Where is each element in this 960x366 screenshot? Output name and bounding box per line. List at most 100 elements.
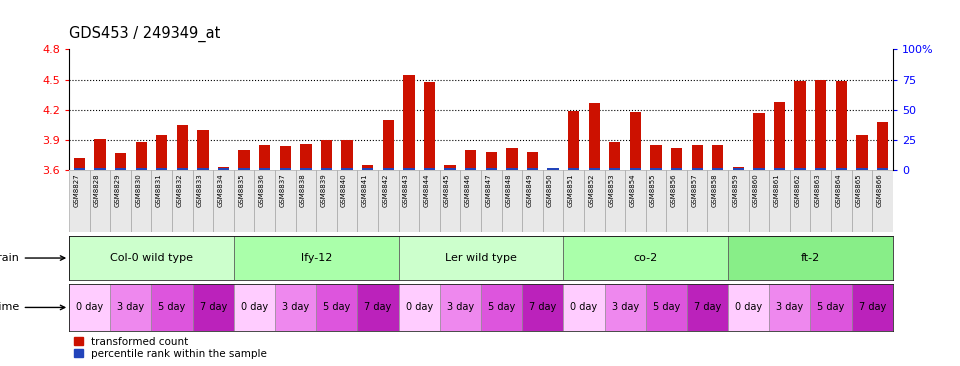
Bar bbox=[856, 168, 868, 170]
Text: co-2: co-2 bbox=[634, 253, 658, 263]
Bar bbox=[398, 236, 564, 280]
Bar bbox=[172, 170, 193, 232]
Bar bbox=[650, 145, 661, 170]
Bar bbox=[383, 120, 394, 170]
Text: 5 day: 5 day bbox=[653, 302, 680, 313]
Bar bbox=[547, 168, 559, 170]
Bar bbox=[321, 140, 332, 170]
Text: GSM8853: GSM8853 bbox=[609, 173, 614, 207]
Bar bbox=[486, 152, 497, 170]
Bar bbox=[831, 170, 852, 232]
Legend: transformed count, percentile rank within the sample: transformed count, percentile rank withi… bbox=[74, 337, 267, 359]
Bar bbox=[835, 168, 847, 170]
Bar bbox=[423, 168, 435, 170]
Bar bbox=[218, 168, 229, 170]
Text: 3 day: 3 day bbox=[612, 302, 638, 313]
Text: GSM8847: GSM8847 bbox=[485, 173, 492, 207]
Bar bbox=[732, 168, 744, 170]
Bar bbox=[110, 170, 131, 232]
Text: GSM8857: GSM8857 bbox=[691, 173, 697, 207]
Bar bbox=[610, 168, 620, 170]
Bar bbox=[856, 135, 868, 170]
Bar bbox=[259, 168, 271, 170]
Bar bbox=[876, 168, 888, 170]
Bar bbox=[728, 236, 893, 280]
Text: time: time bbox=[0, 302, 64, 313]
Bar bbox=[501, 170, 522, 232]
Bar bbox=[69, 236, 234, 280]
Text: GSM8850: GSM8850 bbox=[547, 173, 553, 207]
Text: 5 day: 5 day bbox=[324, 302, 350, 313]
Bar bbox=[465, 150, 476, 170]
Bar bbox=[646, 284, 687, 331]
Bar bbox=[238, 150, 250, 170]
Bar bbox=[383, 168, 394, 170]
Text: 5 day: 5 day bbox=[488, 302, 516, 313]
Bar bbox=[94, 139, 106, 170]
Bar bbox=[564, 236, 728, 280]
Text: GSM8859: GSM8859 bbox=[732, 173, 738, 207]
Text: GSM8860: GSM8860 bbox=[753, 173, 759, 207]
Bar bbox=[815, 168, 827, 170]
Bar bbox=[481, 170, 501, 232]
Bar bbox=[398, 170, 420, 232]
Bar bbox=[754, 113, 764, 170]
Bar bbox=[276, 284, 316, 331]
Text: 3 day: 3 day bbox=[117, 302, 144, 313]
Bar bbox=[522, 170, 542, 232]
Bar bbox=[259, 145, 271, 170]
Bar bbox=[795, 168, 805, 170]
Bar bbox=[873, 170, 893, 232]
Bar bbox=[234, 284, 276, 331]
Text: 7 day: 7 day bbox=[858, 302, 886, 313]
Bar bbox=[440, 170, 461, 232]
Bar bbox=[300, 144, 312, 170]
Text: GSM8840: GSM8840 bbox=[341, 173, 348, 207]
Bar bbox=[568, 168, 579, 170]
Bar bbox=[156, 135, 167, 170]
Bar bbox=[357, 170, 378, 232]
Bar bbox=[568, 111, 579, 170]
Bar bbox=[625, 170, 646, 232]
Bar bbox=[218, 167, 229, 170]
Bar bbox=[506, 168, 517, 170]
Text: lfy-12: lfy-12 bbox=[300, 253, 332, 263]
Text: GSM8864: GSM8864 bbox=[835, 173, 841, 207]
Bar bbox=[198, 168, 208, 170]
Text: GSM8839: GSM8839 bbox=[321, 173, 326, 207]
Bar bbox=[481, 284, 522, 331]
Bar bbox=[527, 152, 539, 170]
Bar bbox=[646, 170, 666, 232]
Bar bbox=[152, 284, 193, 331]
Bar bbox=[193, 170, 213, 232]
Bar bbox=[193, 284, 234, 331]
Text: 0 day: 0 day bbox=[406, 302, 433, 313]
Bar bbox=[564, 170, 584, 232]
Text: GSM8828: GSM8828 bbox=[94, 173, 100, 207]
Text: GSM8838: GSM8838 bbox=[300, 173, 306, 207]
Text: GSM8832: GSM8832 bbox=[177, 173, 182, 207]
Bar bbox=[135, 142, 147, 170]
Text: 7 day: 7 day bbox=[694, 302, 721, 313]
Bar bbox=[254, 170, 276, 232]
Bar bbox=[135, 168, 147, 170]
Bar bbox=[666, 170, 687, 232]
Text: GSM8827: GSM8827 bbox=[73, 173, 80, 207]
Bar bbox=[321, 168, 332, 170]
Bar bbox=[522, 284, 564, 331]
Text: 3 day: 3 day bbox=[777, 302, 804, 313]
Bar bbox=[461, 170, 481, 232]
Text: GSM8842: GSM8842 bbox=[382, 173, 388, 207]
Text: strain: strain bbox=[0, 253, 64, 263]
Bar bbox=[357, 284, 398, 331]
Bar bbox=[337, 170, 357, 232]
Bar bbox=[362, 165, 373, 170]
Bar bbox=[774, 102, 785, 170]
Bar bbox=[342, 168, 352, 170]
Bar bbox=[610, 142, 620, 170]
Bar bbox=[110, 284, 152, 331]
Bar bbox=[650, 168, 661, 170]
Text: GSM8854: GSM8854 bbox=[630, 173, 636, 207]
Text: GDS453 / 249349_at: GDS453 / 249349_at bbox=[69, 26, 221, 42]
Text: 7 day: 7 day bbox=[529, 302, 557, 313]
